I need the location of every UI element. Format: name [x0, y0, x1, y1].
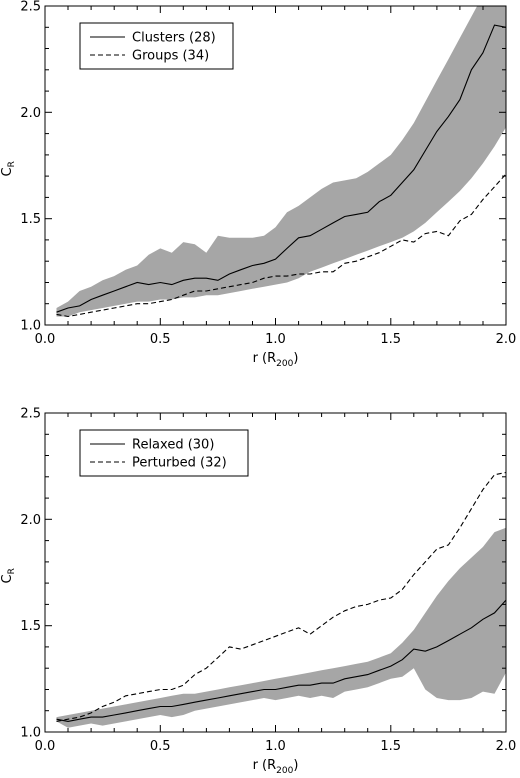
legend-box	[79, 22, 234, 70]
x-tick-label: 0.5	[150, 739, 171, 754]
series-line-solid	[56, 599, 506, 722]
x-tick-label: 1.0	[265, 739, 286, 754]
x-tick-label: 0.0	[35, 332, 56, 347]
series-line-solid	[56, 24, 506, 313]
series-line-dashed	[56, 173, 506, 318]
x-tick-label: 2.0	[496, 739, 517, 754]
y-tick-label: 1.0	[20, 726, 41, 741]
y-tick-label: 2.0	[20, 106, 41, 121]
x-tick-label: 1.5	[380, 332, 401, 347]
legend: Clusters (28) Groups (34)	[79, 22, 234, 70]
legend-box	[79, 429, 249, 477]
top-panel: 0.0 0.5 1.0 1.5 2.0 1.0 1.5 2.0 2.5 r (R200) CR Clu…	[0, 0, 516, 369]
scatter-band	[56, 6, 506, 317]
legend-label: Groups (34)	[132, 49, 209, 64]
y-axis-label: CR	[0, 161, 17, 176]
scatter-band	[56, 527, 506, 728]
y-tick-label: 1.5	[20, 619, 41, 634]
x-tick-label: 1.5	[380, 739, 401, 754]
x-tick-label: 0.0	[35, 739, 56, 754]
x-tick-label: 1.0	[265, 332, 286, 347]
legend-label: Relaxed (30)	[132, 438, 214, 453]
y-tick-label: 2.0	[20, 513, 41, 528]
y-tick-label: 2.5	[20, 407, 41, 422]
y-tick-label: 1.0	[20, 319, 41, 334]
plot-area	[56, 471, 506, 728]
y-tick-label: 2.5	[20, 0, 41, 15]
x-axis-label: r (R200)	[253, 758, 299, 776]
x-tick-label: 2.0	[496, 332, 517, 347]
x-tick-label: 0.5	[150, 332, 171, 347]
plot-area	[56, 6, 506, 318]
y-tick-label: 1.5	[20, 212, 41, 227]
legend-label: Perturbed (32)	[132, 456, 227, 471]
series-line-dashed	[56, 471, 506, 722]
legend-label: Clusters (28)	[132, 31, 216, 46]
y-axis-label: CR	[0, 568, 17, 583]
x-axis-label: r (R200)	[253, 351, 299, 369]
bottom-panel: 0.0 0.5 1.0 1.5 2.0 1.0 1.5 2.0 2.5 r (R200) CR Rel…	[0, 407, 516, 777]
legend: Relaxed (30) Perturbed (32)	[79, 429, 249, 477]
